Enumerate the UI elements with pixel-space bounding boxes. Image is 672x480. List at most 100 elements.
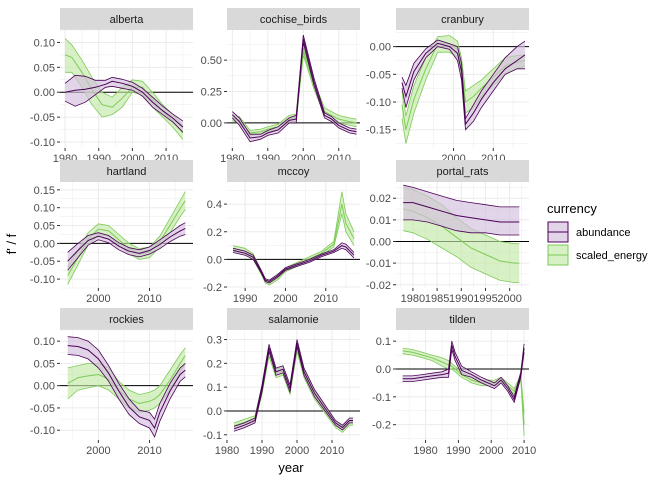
y-tick-label: 0.05 bbox=[34, 358, 55, 370]
panel-portal-rats: portal_rats 1980 1985 1990 1995 2000 -0.02 -0.0… bbox=[366, 160, 529, 305]
x-tick-label: 2010 bbox=[320, 445, 344, 457]
facet-strip bbox=[396, 160, 529, 182]
x-tick-label: 2000 bbox=[479, 445, 503, 457]
facet-strip bbox=[227, 308, 360, 330]
series-line-upper bbox=[232, 34, 357, 135]
series-line-mid bbox=[233, 342, 353, 430]
y-tick-label: -0.1 bbox=[203, 430, 222, 442]
facet-strip bbox=[60, 308, 193, 330]
legend-label: scaled_energy bbox=[576, 250, 648, 262]
panel-rockies: rockies 2000 2010 -0.10 -0.05 0.00 0.05 0.10 bbox=[30, 308, 193, 457]
x-tick-label: 1980 bbox=[215, 445, 239, 457]
series-line-mid bbox=[402, 345, 525, 401]
series-abundance bbox=[64, 74, 184, 133]
y-tick-label: -0.2 bbox=[372, 420, 391, 432]
series-line-mid bbox=[67, 355, 186, 405]
series-line-mid bbox=[401, 42, 526, 126]
series-line-upper bbox=[232, 242, 355, 281]
facet-title: cochise_birds bbox=[260, 14, 328, 26]
y-tick-label: -0.10 bbox=[30, 137, 55, 149]
y-tick-label: -0.05 bbox=[366, 69, 391, 81]
series-line-mid bbox=[67, 227, 186, 262]
panel-background bbox=[227, 30, 360, 148]
y-tick-label: -0.05 bbox=[30, 403, 55, 415]
x-tick-label: 1990 bbox=[446, 445, 470, 457]
y-tick-label: 0.50 bbox=[201, 55, 222, 67]
series-abundance bbox=[232, 242, 355, 284]
y-tick-label: 0.01 bbox=[370, 215, 391, 227]
series-line-lower bbox=[64, 85, 184, 133]
facet-title: portal_rats bbox=[437, 166, 489, 178]
x-tick-label: 1980 bbox=[413, 445, 437, 457]
y-tick-label: 0.1 bbox=[376, 336, 391, 348]
x-tick-label: 2010 bbox=[137, 293, 161, 305]
confidence-band bbox=[67, 336, 186, 437]
y-tick-label: 0.00 bbox=[34, 87, 55, 99]
series-line-upper bbox=[401, 39, 526, 120]
panels-layer: alberta 1980 1990 2000 2010 -0.10 -0.05 0.00 0.0… bbox=[30, 8, 536, 457]
series-line-mid bbox=[232, 245, 355, 283]
y-tick-label: 0.00 bbox=[201, 118, 222, 130]
y-tick-label: -0.2 bbox=[203, 282, 222, 294]
x-tick-label: 1980 bbox=[401, 293, 425, 305]
series-abundance bbox=[233, 339, 353, 432]
series-line-upper bbox=[403, 184, 520, 208]
series-abundance bbox=[67, 222, 186, 271]
series-line-lower bbox=[67, 354, 186, 438]
x-tick-label: 1990 bbox=[233, 293, 257, 305]
series-line-mid bbox=[403, 202, 520, 223]
facet-title: hartland bbox=[107, 166, 147, 178]
facet-title: alberta bbox=[110, 14, 145, 26]
series-line-lower bbox=[233, 346, 353, 432]
facet-strip bbox=[227, 160, 360, 182]
y-tick-label: -0.10 bbox=[366, 97, 391, 109]
series-line-upper bbox=[67, 336, 186, 420]
facet-strip bbox=[227, 8, 360, 30]
x-tick-label: 1995 bbox=[473, 293, 497, 305]
confidence-band bbox=[65, 75, 183, 133]
series-line-lower bbox=[401, 46, 525, 131]
confidence-band bbox=[403, 185, 520, 235]
facet-title: rockies bbox=[109, 314, 144, 326]
series-line-lower bbox=[402, 349, 525, 404]
facet-title: cranbury bbox=[441, 14, 484, 26]
y-tick-label: 0.25 bbox=[201, 87, 222, 99]
y-tick-label: 0.00 bbox=[370, 42, 391, 54]
y-axis-title: f' / f bbox=[4, 233, 19, 254]
facet-title: salamonie bbox=[268, 314, 318, 326]
series-abundance bbox=[402, 340, 525, 404]
series-line-lower bbox=[232, 247, 355, 284]
y-tick-label: 0.2 bbox=[207, 227, 222, 239]
y-tick-label: -0.02 bbox=[366, 280, 391, 292]
y-tick-label: 0.05 bbox=[34, 62, 55, 74]
confidence-band bbox=[402, 341, 525, 403]
series-line-upper bbox=[67, 347, 186, 396]
series-line-lower bbox=[232, 42, 357, 143]
series-line-upper bbox=[67, 222, 186, 253]
y-tick-label: -0.05 bbox=[30, 112, 55, 124]
panel-background bbox=[227, 182, 360, 288]
series-abundance bbox=[403, 184, 520, 236]
x-tick-label: 2000 bbox=[273, 293, 297, 305]
y-tick-label: 0.4 bbox=[207, 199, 222, 211]
facet-title: mccoy bbox=[278, 166, 310, 178]
legend-title: currency bbox=[547, 201, 597, 216]
series-line-upper bbox=[401, 35, 526, 117]
series-line-lower bbox=[403, 230, 520, 284]
confidence-band bbox=[234, 341, 353, 433]
series-abundance bbox=[401, 39, 526, 131]
x-tick-label: 1985 bbox=[425, 293, 449, 305]
facet-strip bbox=[396, 308, 529, 330]
y-tick-label: 0.02 bbox=[370, 193, 391, 205]
y-tick-label: 0.05 bbox=[34, 221, 55, 233]
y-tick-label: 0.0 bbox=[376, 364, 391, 376]
facet-strip bbox=[60, 160, 193, 182]
x-tick-label: 1990 bbox=[250, 445, 274, 457]
confidence-band bbox=[232, 35, 357, 142]
series-line-upper bbox=[67, 191, 186, 267]
x-tick-label: 2000 bbox=[86, 293, 110, 305]
series-line-mid bbox=[231, 38, 357, 139]
x-axis-title: year bbox=[278, 460, 304, 475]
facet-strip bbox=[396, 8, 529, 30]
